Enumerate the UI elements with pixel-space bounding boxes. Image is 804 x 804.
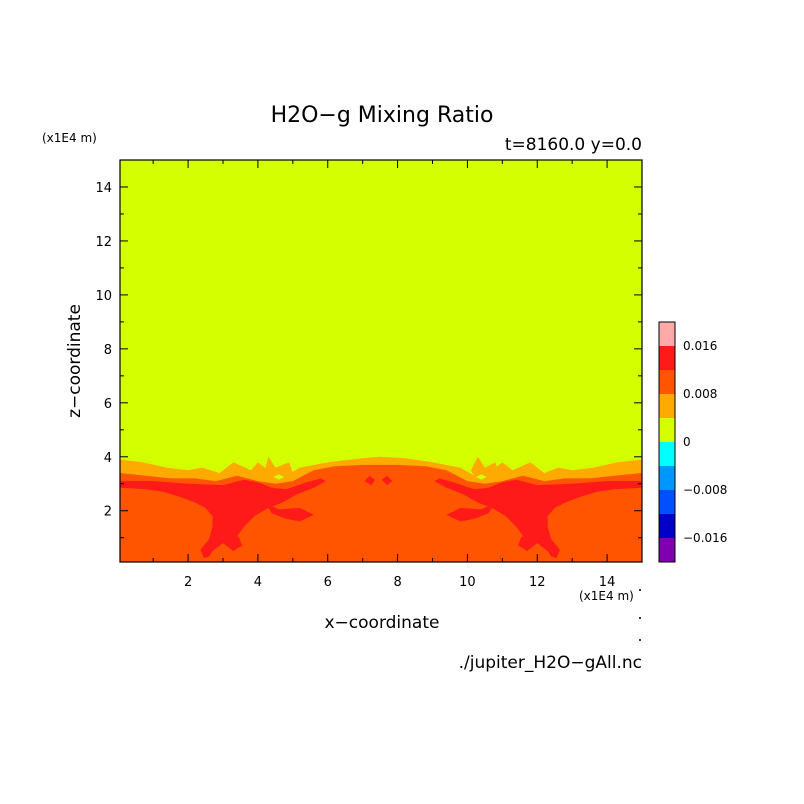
x-tick-label: 2 [184, 575, 192, 590]
y-tick-label: 2 [104, 505, 112, 520]
colorbar-tick-label: 0 [683, 435, 691, 449]
contour-region-peak-spot-left [226, 536, 243, 550]
colorbar-swatch [659, 490, 675, 514]
y-tick-label: 14 [95, 181, 112, 196]
colorbar-swatch [659, 322, 675, 346]
contour-region-peak-spot-right [518, 536, 534, 550]
colorbar-tick-label: −0.008 [683, 483, 727, 497]
x-tick-label: 14 [599, 575, 616, 590]
x-unit-label: (x1E4 m) [579, 589, 634, 603]
contour-region-peak-branch-right [446, 502, 496, 522]
y-tick-label: 12 [95, 235, 112, 250]
colorbar-swatch [659, 538, 675, 562]
colorbar-swatch [659, 514, 675, 538]
marker-dot [639, 639, 641, 641]
y-tick-label: 8 [104, 343, 112, 358]
x-tick-label: 6 [324, 575, 332, 590]
colorbar-swatch [659, 370, 675, 394]
y-axis-label: z−coordinate [65, 304, 85, 418]
colorbar-tick-label: 0.016 [683, 339, 717, 353]
plot-area [120, 160, 642, 562]
x-tick-label: 10 [459, 575, 476, 590]
x-tick-label: 12 [529, 575, 546, 590]
contour-region-peak-center-a [364, 475, 375, 486]
colorbar-tick-label: 0.008 [683, 387, 717, 401]
contour-region-moist-plume-left [264, 456, 293, 484]
colorbar-swatch [659, 466, 675, 490]
colorbar-frame [658, 321, 676, 563]
colorbar-swatch [659, 394, 675, 418]
contour-region-peak-center-b [381, 475, 393, 486]
chart-subtitle: t=8160.0 y=0.0 [505, 135, 642, 155]
y-tick-label: 6 [104, 397, 112, 412]
colorbar-swatch [659, 442, 675, 466]
colorbar: 0.016 0.008 0 −0.008 −0.016 [658, 321, 727, 563]
x-tick-label: 8 [393, 575, 401, 590]
marker-dot [639, 589, 641, 591]
x-tick-label: 4 [254, 575, 262, 590]
contour-region-dry-spot-right [476, 474, 487, 480]
colorbar-swatch [659, 418, 675, 442]
y-tick-label: 4 [104, 451, 112, 466]
source-filename: ./jupiter_H2O−gAll.nc [459, 653, 642, 673]
contour-region-dry-spot-left [273, 474, 285, 480]
y-tick-label: 10 [95, 289, 112, 304]
contour-region-peak-band-left [120, 478, 326, 558]
x-axis-label: x−coordinate [325, 613, 440, 633]
marker-dot [639, 617, 641, 619]
contour-region-dense-layer [120, 464, 642, 562]
colorbar-swatch [659, 346, 675, 370]
chart-title: H2O−g Mixing Ratio [271, 103, 494, 128]
contour-region-peak-band-right [434, 478, 642, 558]
colorbar-tick-label: −0.016 [683, 531, 727, 545]
plot-frame [119, 159, 643, 563]
y-unit-label: (x1E4 m) [42, 131, 97, 145]
contour-region-peak-branch-left [264, 502, 314, 522]
